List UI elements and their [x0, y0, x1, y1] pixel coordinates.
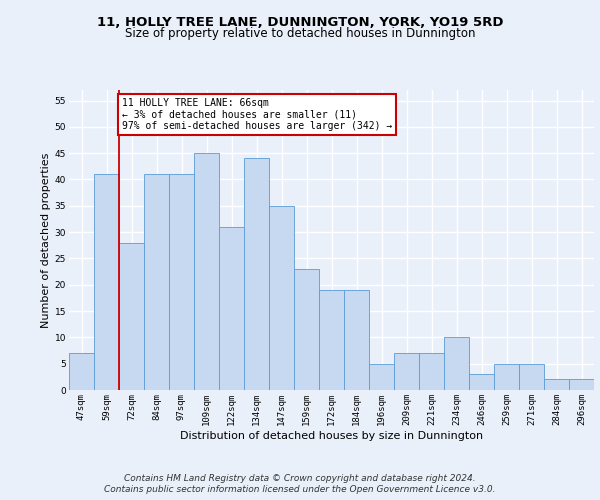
Text: Contains HM Land Registry data © Crown copyright and database right 2024.
Contai: Contains HM Land Registry data © Crown c…: [104, 474, 496, 494]
Bar: [569, 380, 594, 390]
Text: Size of property relative to detached houses in Dunnington: Size of property relative to detached ho…: [125, 28, 475, 40]
Bar: [219, 227, 244, 390]
Bar: [169, 174, 194, 390]
Bar: [544, 380, 569, 390]
Bar: [469, 374, 494, 390]
Bar: [419, 353, 444, 390]
Y-axis label: Number of detached properties: Number of detached properties: [41, 152, 50, 328]
Bar: [119, 242, 144, 390]
Bar: [144, 174, 169, 390]
Bar: [369, 364, 394, 390]
Text: 11 HOLLY TREE LANE: 66sqm
← 3% of detached houses are smaller (11)
97% of semi-d: 11 HOLLY TREE LANE: 66sqm ← 3% of detach…: [121, 98, 392, 131]
Bar: [94, 174, 119, 390]
Bar: [344, 290, 369, 390]
Bar: [394, 353, 419, 390]
Bar: [444, 338, 469, 390]
Bar: [519, 364, 544, 390]
Bar: [194, 153, 219, 390]
Text: 11, HOLLY TREE LANE, DUNNINGTON, YORK, YO19 5RD: 11, HOLLY TREE LANE, DUNNINGTON, YORK, Y…: [97, 16, 503, 29]
Bar: [319, 290, 344, 390]
Bar: [294, 269, 319, 390]
Bar: [494, 364, 519, 390]
Bar: [244, 158, 269, 390]
Bar: [69, 353, 94, 390]
Bar: [269, 206, 294, 390]
X-axis label: Distribution of detached houses by size in Dunnington: Distribution of detached houses by size …: [180, 430, 483, 440]
